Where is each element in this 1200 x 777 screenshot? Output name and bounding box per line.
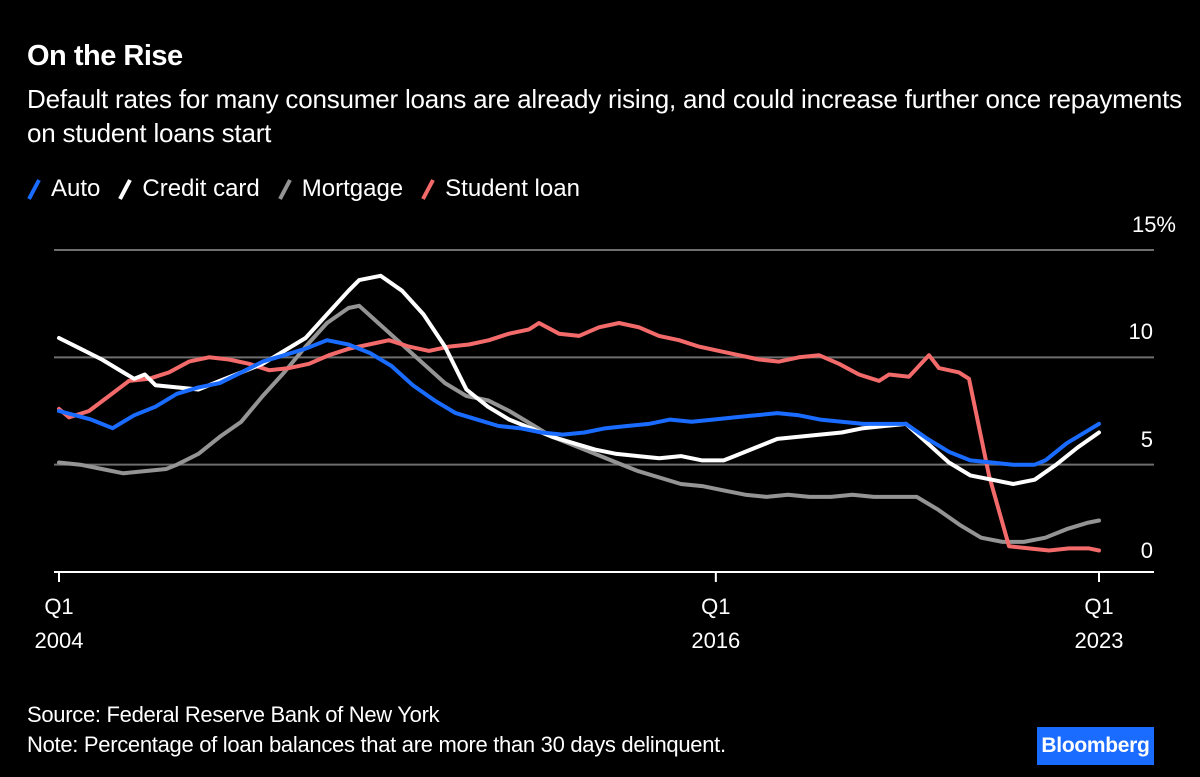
y-tick-label: 0 xyxy=(1140,538,1153,563)
legend-item-student-loan: Student loan xyxy=(421,175,580,203)
source-text: Source: Federal Reserve Bank of New York xyxy=(27,702,440,727)
legend: Auto Credit card Mortgage Student loan xyxy=(27,175,598,203)
legend-label: Auto xyxy=(51,175,101,202)
chart-subtitle: Default rates for many consumer loans ar… xyxy=(27,84,1182,148)
x-axis xyxy=(54,571,1154,582)
x-tick-label: Q1 2023 xyxy=(1074,594,1124,653)
legend-label: Credit card xyxy=(142,175,260,202)
y-tick-label: 5 xyxy=(1140,426,1153,452)
chart-title: On the Rise xyxy=(27,40,183,72)
note-text: Note: Percentage of loan balances that a… xyxy=(27,732,726,757)
legend-item-credit-card: Credit card xyxy=(118,175,260,203)
x-tick-label: Q1 2004 xyxy=(34,594,84,653)
legend-item-auto: Auto xyxy=(27,175,100,203)
student-loan-line-icon xyxy=(421,179,435,200)
series-lines xyxy=(57,273,1101,553)
series-auto-line xyxy=(57,338,1101,467)
gridlines xyxy=(54,249,1154,466)
mortgage-line-icon xyxy=(277,179,292,200)
bloomberg-logo: Bloomberg xyxy=(1037,727,1154,765)
legend-label: Student loan xyxy=(445,175,580,202)
y-tick-label: 10 xyxy=(1128,319,1153,345)
credit-card-line-icon xyxy=(118,179,133,200)
series-student-loan-line xyxy=(57,321,1101,553)
legend-label: Mortgage xyxy=(301,175,404,202)
series-credit-card-line xyxy=(57,273,1101,486)
footer: Source: Federal Reserve Bank of New York… xyxy=(27,700,726,760)
series-mortgage-line xyxy=(57,303,1101,544)
legend-item-mortgage: Mortgage xyxy=(277,175,404,203)
x-tick-label: Q1 2016 xyxy=(691,594,741,653)
y-tick-label: 15% xyxy=(1131,212,1176,237)
auto-line-icon xyxy=(27,179,41,200)
